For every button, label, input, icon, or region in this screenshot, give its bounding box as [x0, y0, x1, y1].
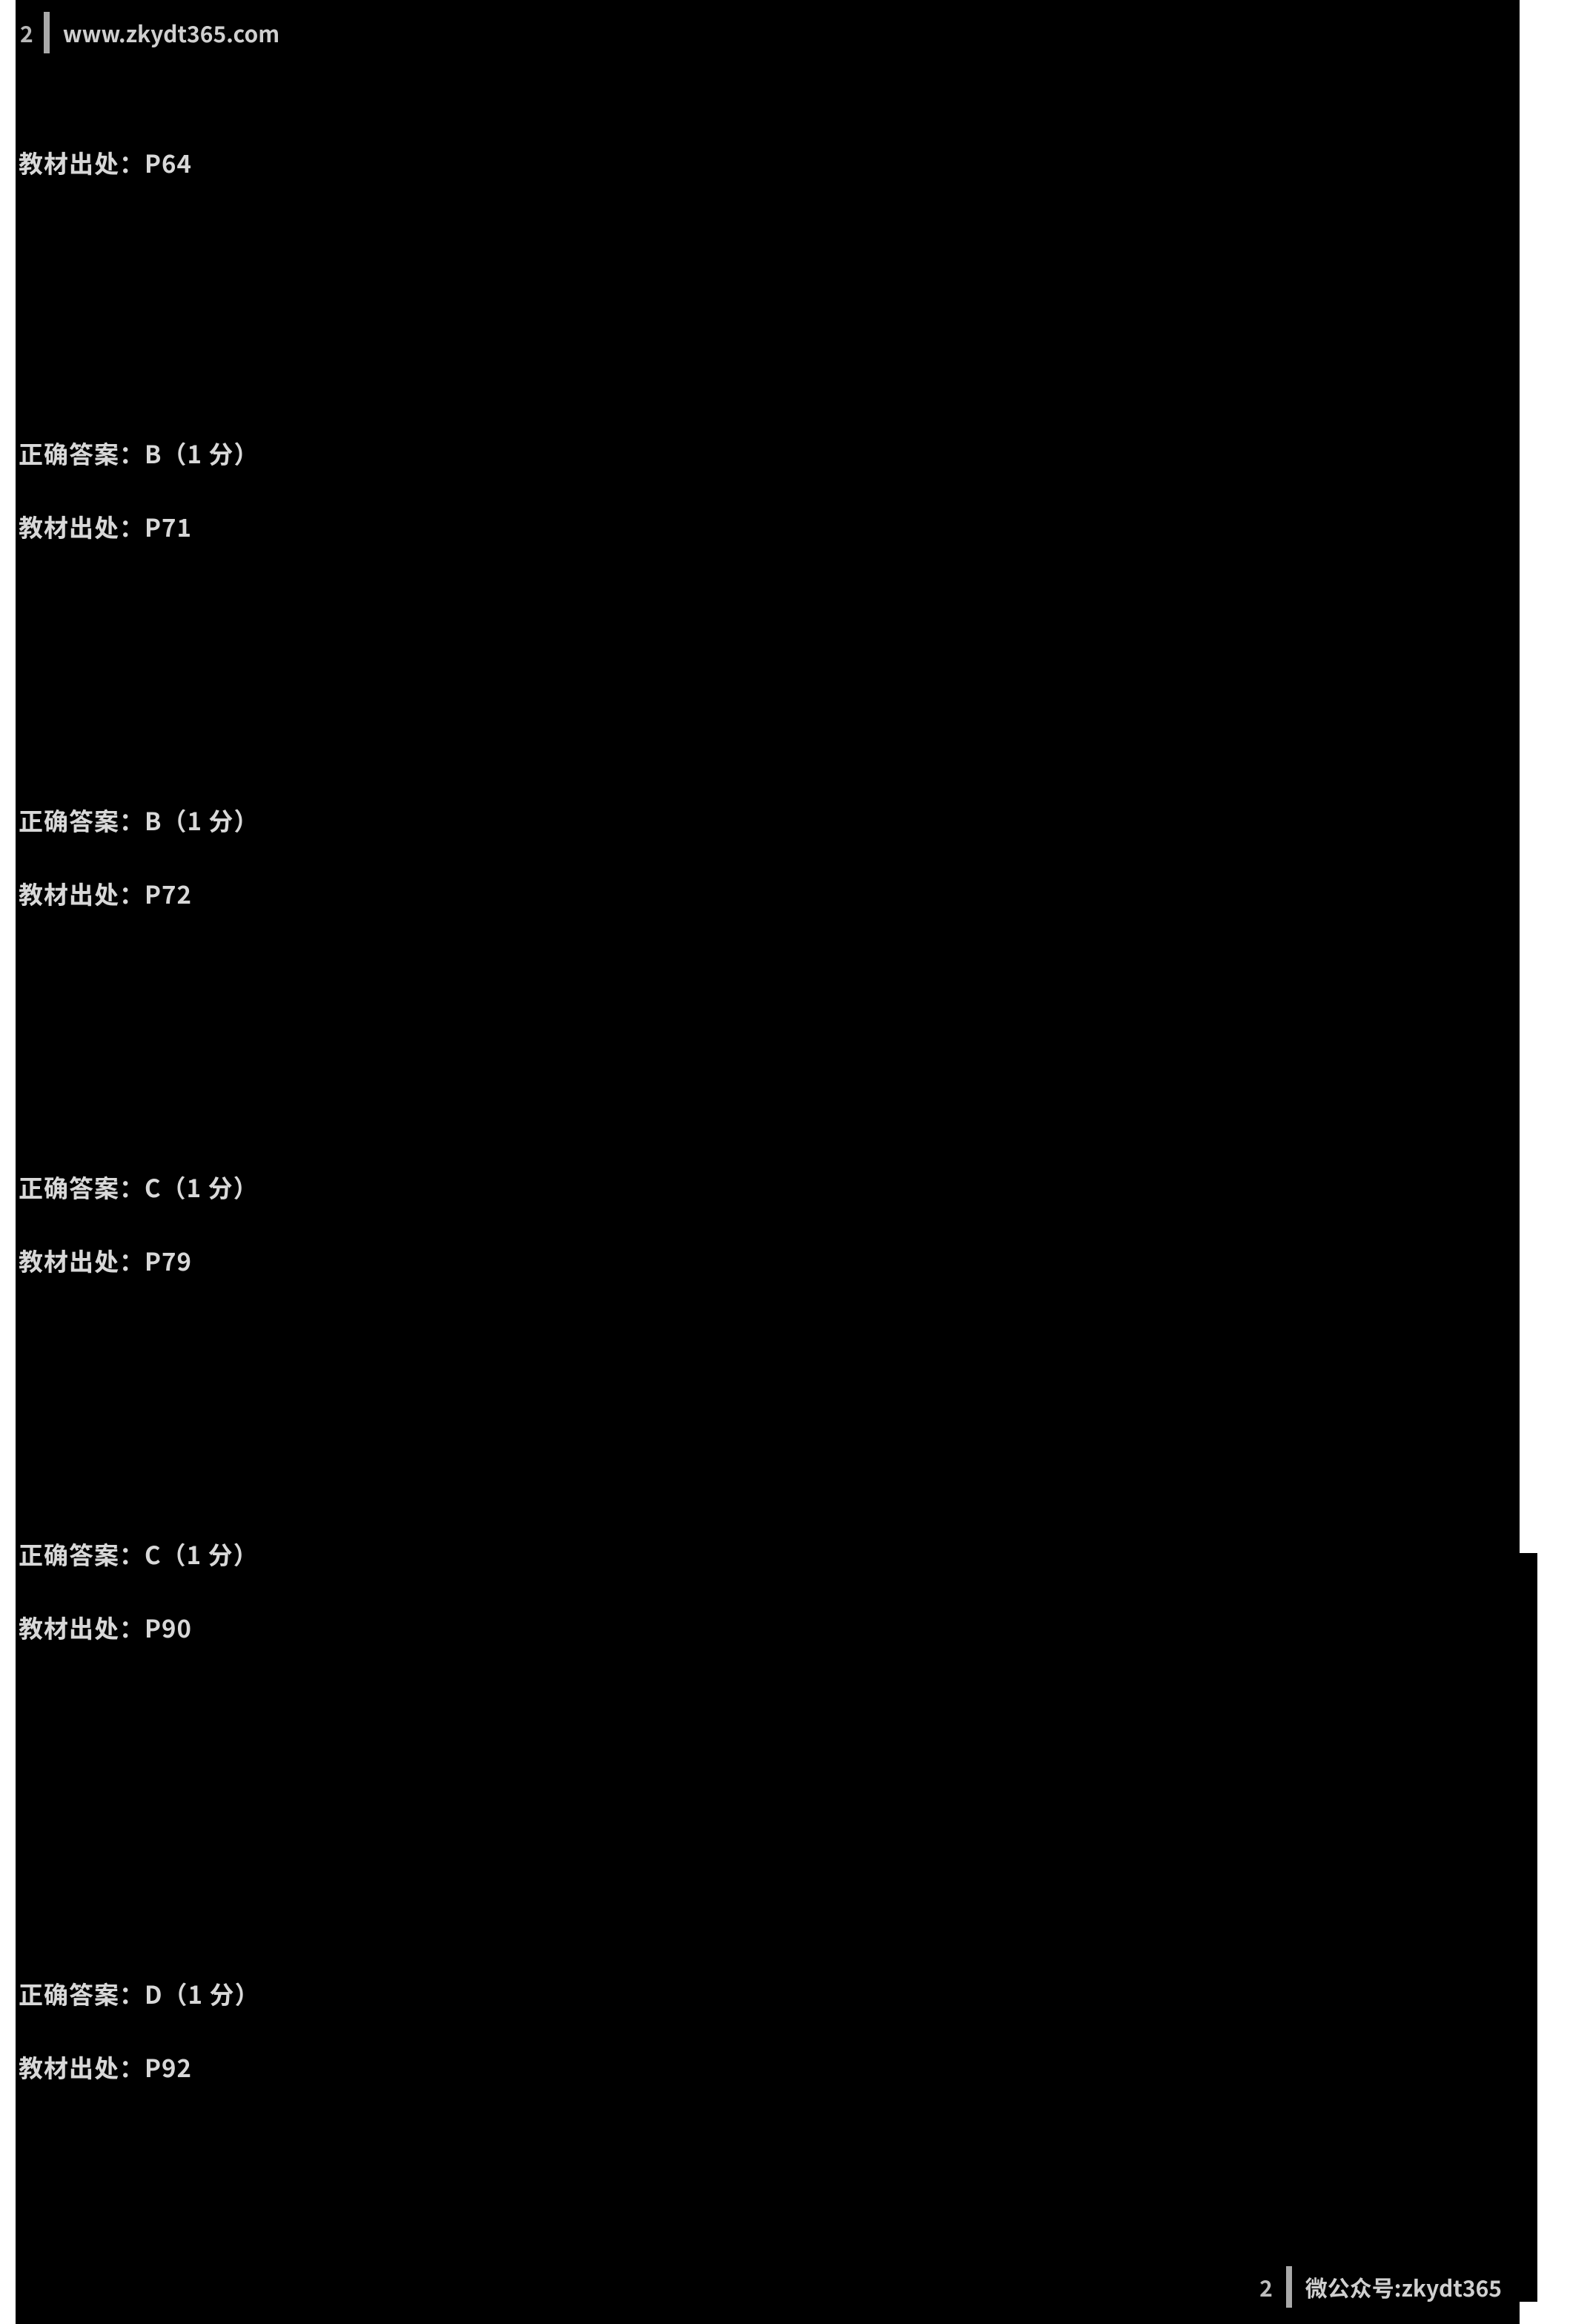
source-line: 教材出处：P64 — [19, 145, 192, 180]
answer-line: 正确答案：D（1 分） — [19, 1976, 260, 2011]
page-footer: 2 微公众号:zkydt365 — [1259, 2265, 1502, 2309]
page-root: 2 www.zkydt365.com 2 微公众号:zkydt365 教材出处：… — [0, 0, 1590, 2324]
source-line: 教材出处：P79 — [19, 1242, 192, 1278]
answer-line: 正确答案：C（1 分） — [19, 1536, 259, 1572]
header-url: www.zkydt365.com — [63, 16, 279, 49]
answer-line: 正确答案：B（1 分） — [19, 435, 259, 471]
header-separator — [44, 12, 50, 53]
footer-separator — [1286, 2266, 1292, 2308]
source-line: 教材出处：P72 — [19, 875, 192, 911]
right-black-strip — [1520, 1553, 1537, 2302]
source-line: 教材出处：P90 — [19, 1609, 192, 1645]
source-line: 教材出处：P71 — [19, 509, 192, 544]
footer-label: 微公众号:zkydt365 — [1305, 2271, 1502, 2303]
footer-page-number: 2 — [1259, 2271, 1286, 2303]
header-page-number: 2 — [16, 16, 44, 49]
page-header: 2 www.zkydt365.com — [16, 10, 279, 55]
source-line: 教材出处：P92 — [19, 2049, 192, 2085]
answer-line: 正确答案：B（1 分） — [19, 802, 259, 838]
answer-line: 正确答案：C（1 分） — [19, 1169, 259, 1205]
document-area: 2 www.zkydt365.com 2 微公众号:zkydt365 教材出处：… — [16, 0, 1520, 2324]
